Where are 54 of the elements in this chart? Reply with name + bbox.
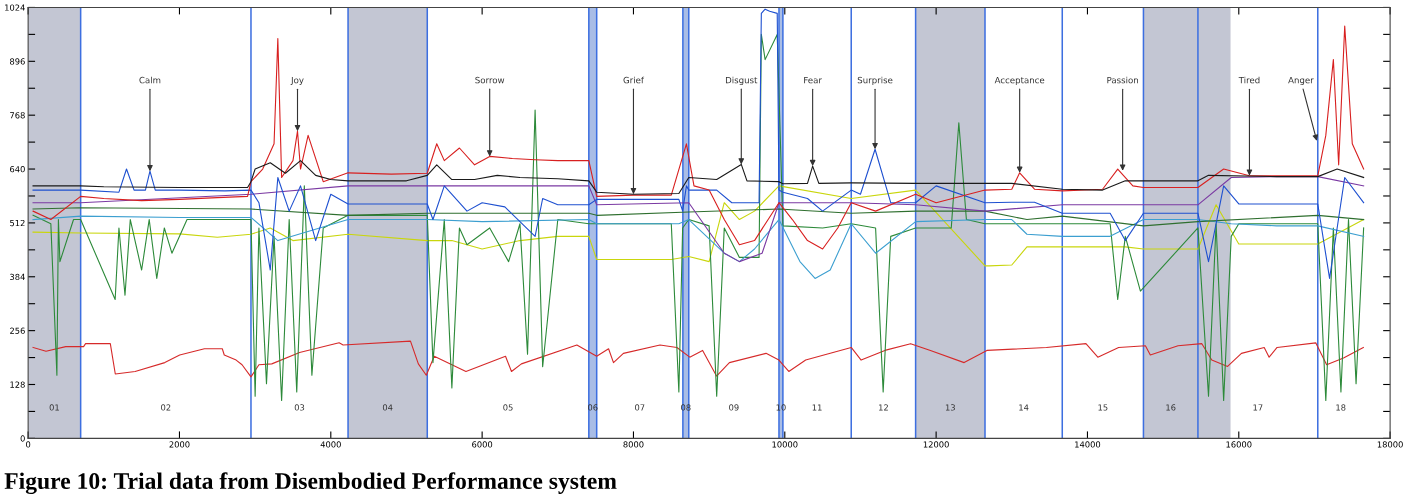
- annotation: 12: [879, 404, 888, 411]
- y-tick-label: 640: [10, 166, 25, 173]
- annotation: 07: [635, 404, 645, 411]
- x-tick-label: 18000: [1377, 441, 1403, 448]
- annotation: Acceptance: [994, 76, 1045, 86]
- annotation: 13: [945, 404, 955, 411]
- line-series: [32, 25, 1365, 250]
- annotation: Disgust: [725, 76, 758, 86]
- annotation: Tired: [1238, 76, 1260, 84]
- annotation: 18: [1336, 404, 1346, 411]
- annotation: 17: [1253, 404, 1263, 411]
- x-tick-label: 6000: [472, 441, 493, 448]
- x-tick-label: 16000: [1226, 441, 1252, 448]
- x-tick-label: 14000: [1075, 441, 1101, 448]
- x-tick-label: 4000: [320, 441, 341, 448]
- y-tick-label: 128: [10, 381, 25, 388]
- line-series: [32, 340, 1364, 378]
- annotation: 16: [1166, 404, 1176, 411]
- annotation: Passion: [1107, 76, 1138, 84]
- y-tick-label: 0: [20, 435, 25, 442]
- annotation: 10: [776, 404, 786, 411]
- y-tick-label: 768: [10, 112, 25, 119]
- x-tick-label: 0: [26, 441, 31, 448]
- annotation: Fear: [804, 76, 822, 84]
- line-series: [32, 8, 1365, 280]
- y-tick-label: 512: [10, 219, 25, 227]
- annotation: 14: [1019, 404, 1029, 411]
- line-series: [32, 207, 1365, 227]
- y-tick-label: 256: [10, 327, 25, 334]
- y-tick-label: 1024: [5, 4, 25, 11]
- x-tick-label: 10000: [772, 441, 798, 448]
- line-series: [32, 160, 1365, 195]
- annotation: 11: [812, 404, 822, 411]
- annotation: 05: [503, 404, 513, 411]
- line-series: [32, 215, 1365, 280]
- annotation: Sorrow: [475, 76, 505, 84]
- x-tick-label: 2000: [169, 441, 190, 448]
- annotation: Surprise: [857, 76, 893, 86]
- y-tick-label: 896: [10, 58, 25, 65]
- x-tick-label: 8000: [623, 441, 644, 448]
- annotation: Grief: [623, 76, 645, 84]
- annotation: 09: [729, 404, 739, 411]
- annotation: Anger: [1288, 76, 1314, 86]
- annotation: 04: [382, 404, 393, 411]
- annotation: 15: [1098, 404, 1108, 411]
- line-series: [32, 33, 1365, 402]
- y-tick-label: 384: [10, 273, 25, 281]
- annotation: 01: [49, 404, 59, 411]
- annotation: Calm: [139, 76, 161, 84]
- annotation: 02: [161, 404, 171, 411]
- annotation: Joy: [290, 76, 304, 86]
- caption: Figure 10: Trial data from Disembodied Performance system: [4, 472, 617, 495]
- x-tick-label: 12000: [923, 441, 949, 448]
- annotation: 03: [294, 404, 305, 411]
